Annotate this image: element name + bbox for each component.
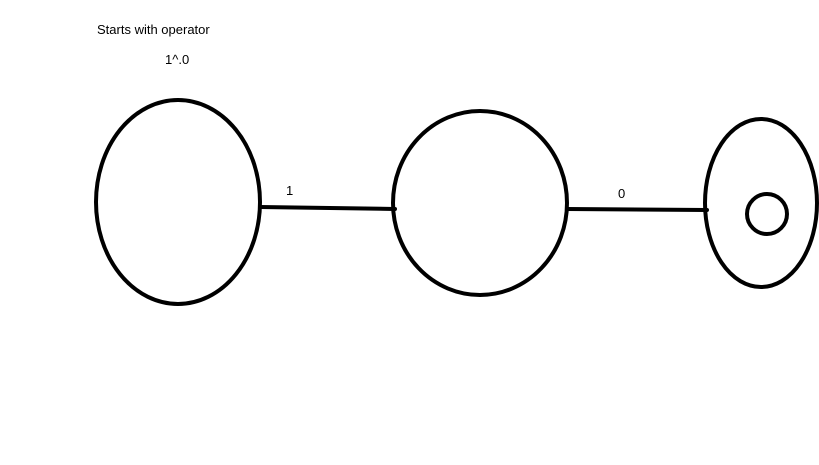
edge-label-q0-q1: 1	[286, 183, 294, 198]
diagram-title: Starts with operator	[97, 22, 210, 37]
regex-expression: 1^.0	[165, 52, 190, 67]
state-q2-inner	[745, 192, 789, 236]
edge-q1-q2	[565, 207, 709, 212]
state-q1	[391, 109, 569, 297]
edge-label-q1-q2: 0	[618, 186, 626, 201]
edge-q0-q1	[258, 205, 397, 211]
state-q2-outer	[703, 117, 819, 289]
state-q0	[94, 98, 262, 306]
